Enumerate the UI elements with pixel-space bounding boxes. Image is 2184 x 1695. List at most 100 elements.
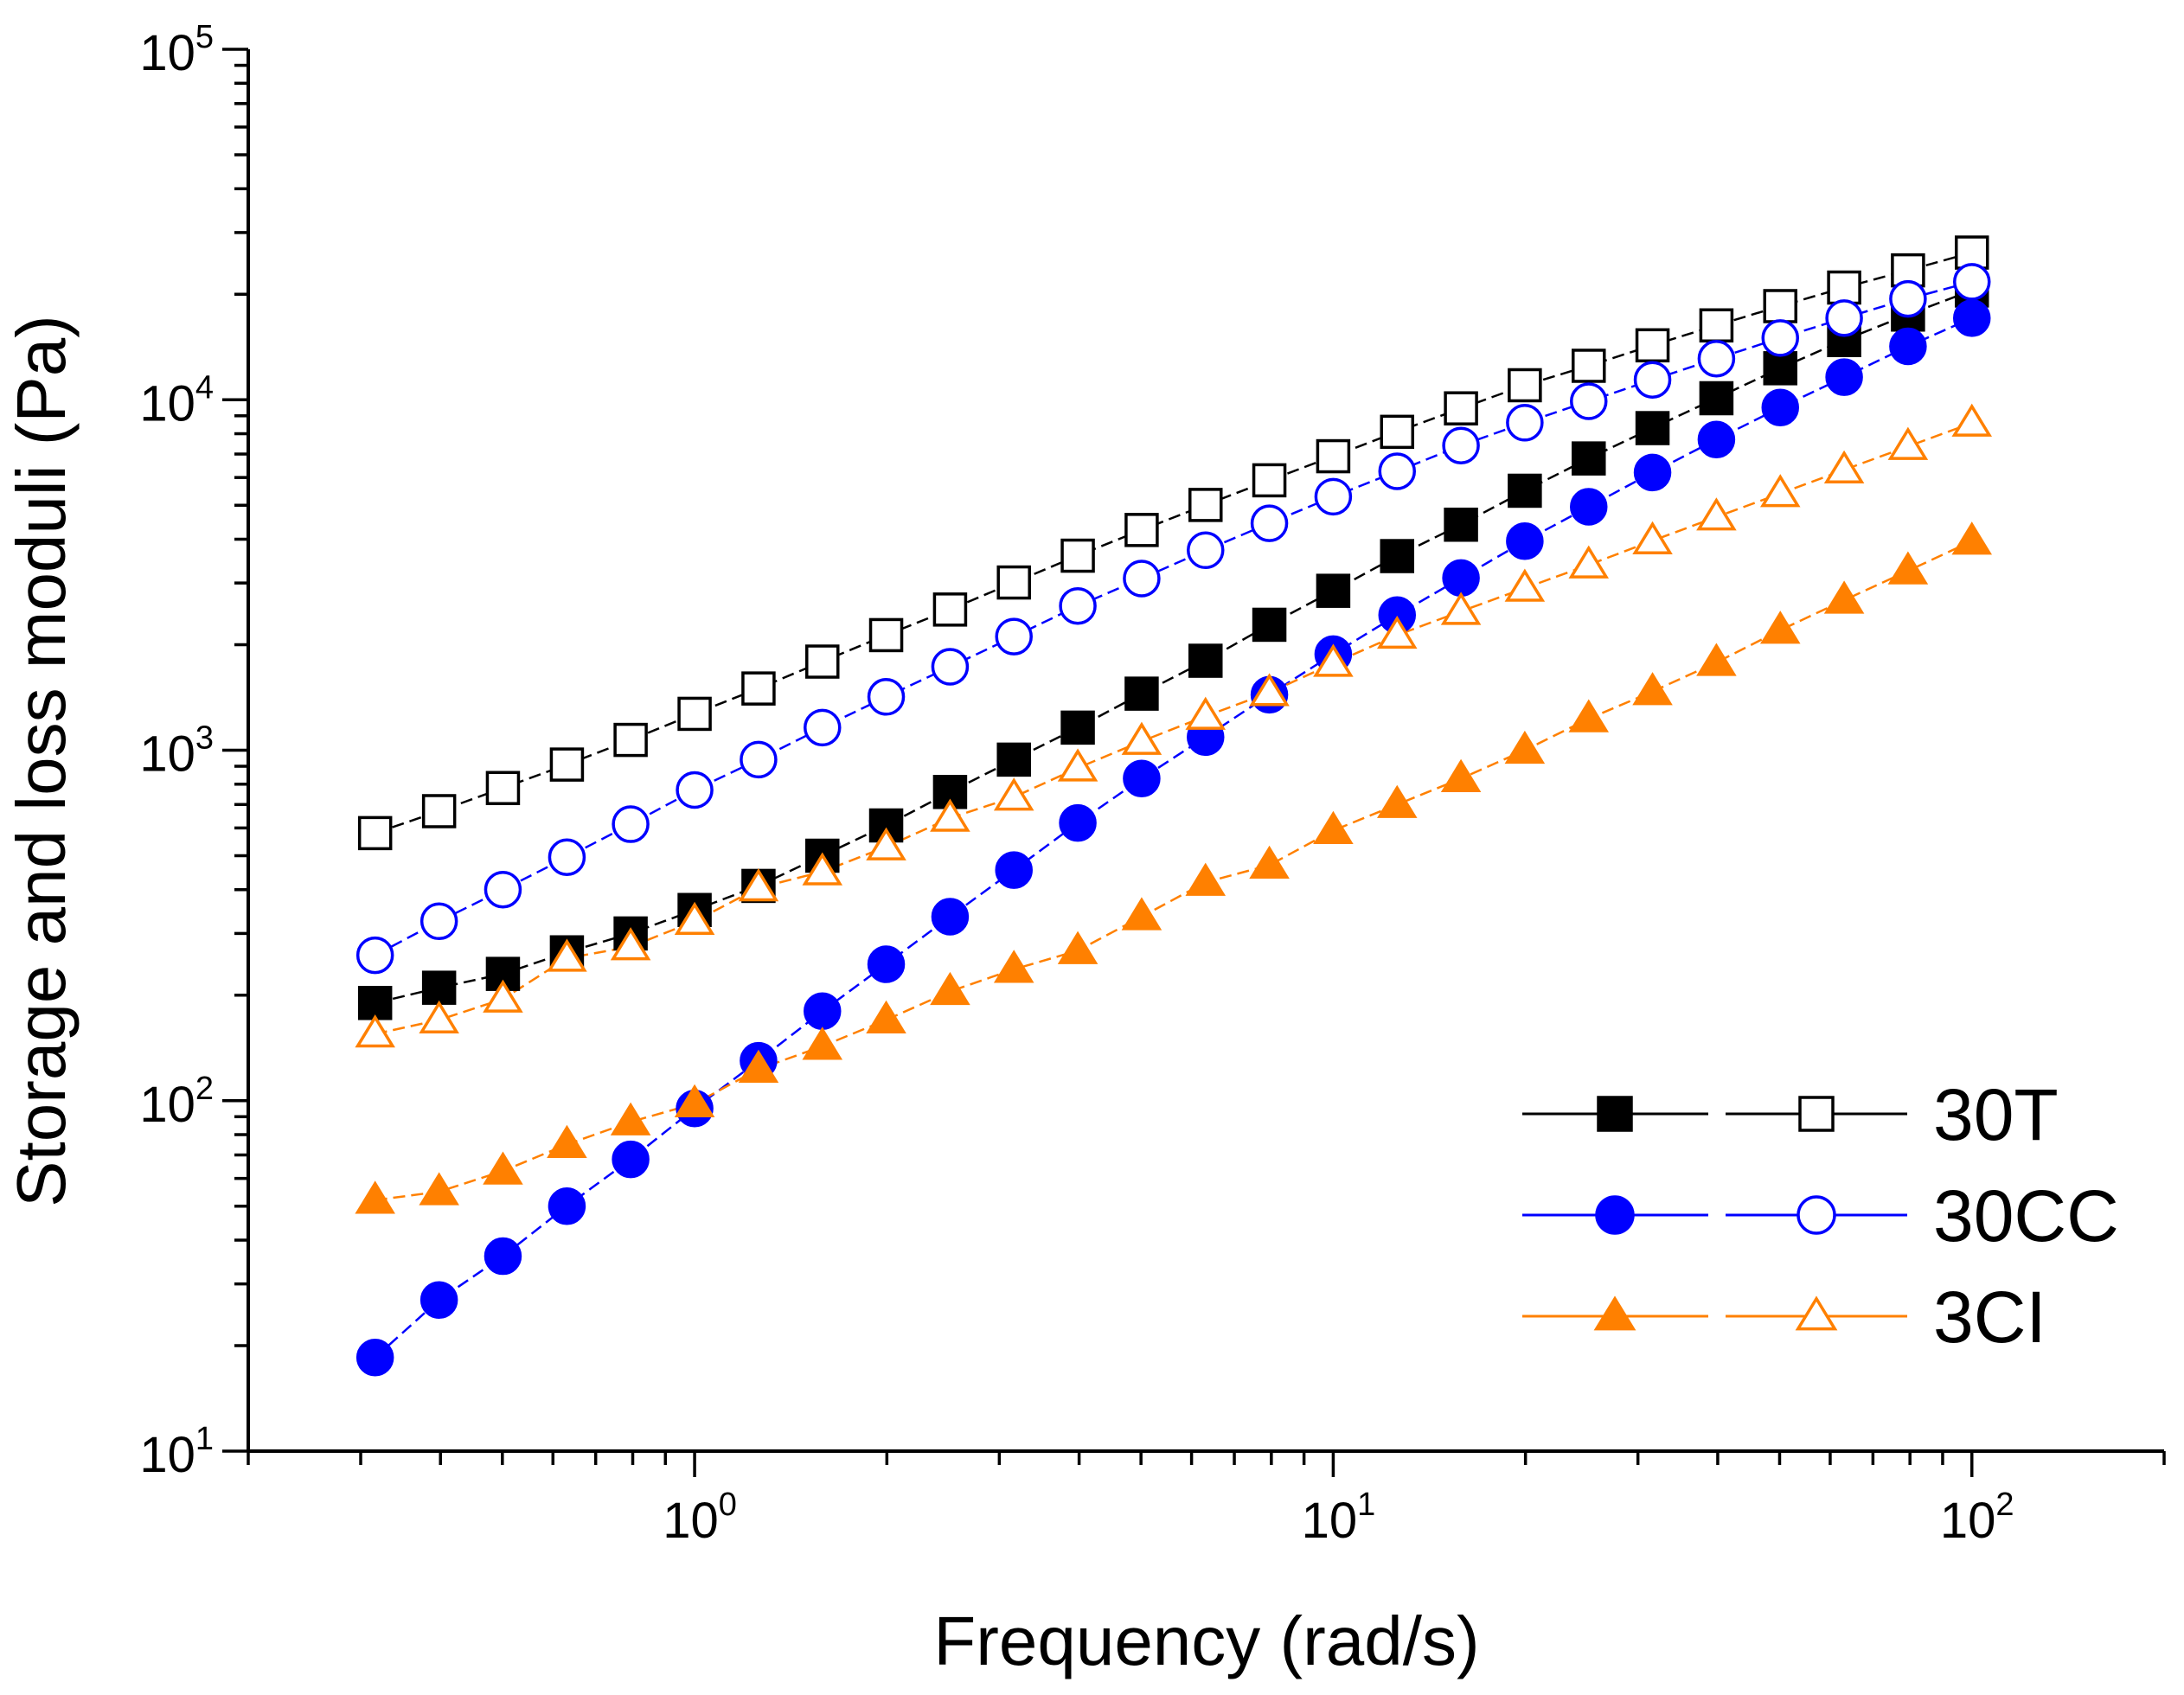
data-point-30CC-storage xyxy=(1761,388,1799,427)
data-point-30T-loss xyxy=(1444,391,1478,425)
y-tick-label: 105 xyxy=(139,19,214,81)
data-point-3CI-loss xyxy=(930,798,970,832)
data-point-30CC-loss xyxy=(1250,504,1289,542)
data-point-3CI-storage xyxy=(1121,897,1162,931)
data-point-3CI-storage xyxy=(355,1180,395,1214)
data-point-30CC-storage xyxy=(1952,299,1991,337)
data-point-30T-loss xyxy=(996,565,1031,600)
data-point-30CC-loss xyxy=(995,617,1033,656)
data-point-30T-loss xyxy=(1380,414,1415,450)
data-point-30CC-storage xyxy=(1123,759,1161,798)
data-point-3CI-loss xyxy=(1313,643,1354,677)
data-point-3CI-storage xyxy=(802,1027,843,1060)
data-point-3CI-storage xyxy=(1440,758,1482,792)
data-point-30CC-loss xyxy=(804,708,842,747)
data-point-30CC-storage xyxy=(612,1140,650,1179)
data-point-30T-loss xyxy=(1188,488,1223,522)
data-point-30CC-storage xyxy=(484,1237,522,1276)
data-point-3CI-loss xyxy=(419,1000,459,1034)
data-point-30CC-loss xyxy=(740,740,778,779)
data-point-3CI-storage xyxy=(1568,699,1610,732)
y-tick-label: 102 xyxy=(139,1071,214,1133)
data-point-3CI-storage xyxy=(738,1049,779,1083)
data-point-3CI-storage xyxy=(547,1124,587,1159)
data-point-30CC-loss xyxy=(1059,586,1097,625)
data-point-30CC-loss xyxy=(1570,382,1608,420)
data-point-3CI-storage xyxy=(674,1084,715,1117)
legend-marker-open xyxy=(1798,1096,1835,1132)
data-point-3CI-loss xyxy=(610,927,651,961)
data-point-30T-loss xyxy=(741,671,776,706)
data-point-3CI-storage xyxy=(1823,580,1865,614)
data-point-30CC-loss xyxy=(1442,426,1480,464)
data-point-30T-loss xyxy=(1954,235,1989,270)
data-point-30CC-loss xyxy=(1123,560,1161,598)
data-point-30T-storage xyxy=(1508,473,1542,508)
data-point-3CI-storage xyxy=(1057,931,1098,964)
data-point-3CI-storage xyxy=(1249,845,1290,879)
data-point-30CC-storage xyxy=(548,1186,586,1225)
data-point-30T-loss xyxy=(1124,513,1159,547)
series-line-3CI-loss xyxy=(375,422,1973,1035)
data-point-30T-loss xyxy=(1699,308,1734,343)
data-point-3CI-loss xyxy=(1440,592,1482,625)
data-point-30T-storage xyxy=(1316,573,1351,608)
data-point-30CC-loss xyxy=(1761,319,1799,357)
data-point-30CC-loss xyxy=(420,902,458,941)
data-point-30T-storage xyxy=(1188,643,1223,678)
data-point-30T-storage xyxy=(1444,507,1478,542)
data-point-3CI-loss xyxy=(674,901,715,935)
data-point-3CI-storage xyxy=(1376,784,1418,818)
x-tick-label: 100 xyxy=(663,1487,737,1549)
data-point-3CI-loss xyxy=(1632,521,1673,554)
legend-label: 3CI xyxy=(1933,1276,2046,1358)
data-point-30CC-storage xyxy=(1889,327,1927,366)
data-point-30T-storage xyxy=(421,970,457,1005)
data-point-30T-loss xyxy=(421,794,457,828)
legend-entry-30CC: 30CC xyxy=(1522,1175,2119,1257)
data-point-30T-storage xyxy=(1763,351,1797,386)
data-point-30CC-storage xyxy=(995,851,1033,889)
data-point-30T-storage xyxy=(1380,539,1415,573)
data-point-30T-loss xyxy=(357,816,393,851)
data-point-30CC-storage xyxy=(1633,453,1672,492)
data-point-3CI-loss xyxy=(1504,568,1546,602)
series-markers xyxy=(355,235,1993,1377)
data-point-30CC-storage xyxy=(1697,420,1736,458)
data-point-30CC-storage xyxy=(1570,488,1608,526)
data-point-30CC-loss xyxy=(612,805,650,843)
data-point-3CI-loss xyxy=(1887,426,1929,460)
data-point-30CC-loss xyxy=(1697,339,1736,378)
data-point-3CI-loss xyxy=(1568,545,1610,579)
legend-label: 30T xyxy=(1933,1074,2059,1155)
data-point-30T-loss xyxy=(677,696,712,732)
data-point-3CI-loss xyxy=(1696,497,1737,531)
data-point-30CC-loss xyxy=(1952,263,1991,301)
data-point-30T-storage xyxy=(1252,607,1287,643)
data-point-30CC-storage xyxy=(1825,358,1863,396)
legend-marker-filled xyxy=(1595,1195,1635,1235)
data-point-30T-storage xyxy=(996,742,1031,777)
data-point-3CI-storage xyxy=(610,1102,651,1135)
data-point-3CI-loss xyxy=(355,1014,395,1048)
data-point-30T-loss xyxy=(1827,270,1861,305)
data-point-30T-loss xyxy=(1508,368,1542,403)
y-tick-label: 104 xyxy=(139,369,214,432)
tick-marks xyxy=(222,48,2166,1477)
legend-marker-filled xyxy=(1597,1096,1633,1132)
data-point-30CC-storage xyxy=(867,945,906,983)
data-point-30T-loss xyxy=(805,644,840,679)
data-point-30T-loss xyxy=(1572,349,1606,383)
data-point-3CI-storage xyxy=(1951,521,1993,555)
x-tick-label: 101 xyxy=(1302,1487,1376,1549)
data-point-30T-storage xyxy=(1699,381,1734,416)
data-point-3CI-loss xyxy=(1759,474,1801,508)
data-point-3CI-loss xyxy=(1185,696,1226,730)
tick-labels: 101 102 103 104 105 100 101 102 xyxy=(139,19,2014,1549)
data-point-3CI-storage xyxy=(930,971,970,1006)
data-point-30CC-loss xyxy=(548,838,586,877)
data-point-3CI-loss xyxy=(738,868,779,902)
data-point-3CI-storage xyxy=(419,1172,459,1206)
